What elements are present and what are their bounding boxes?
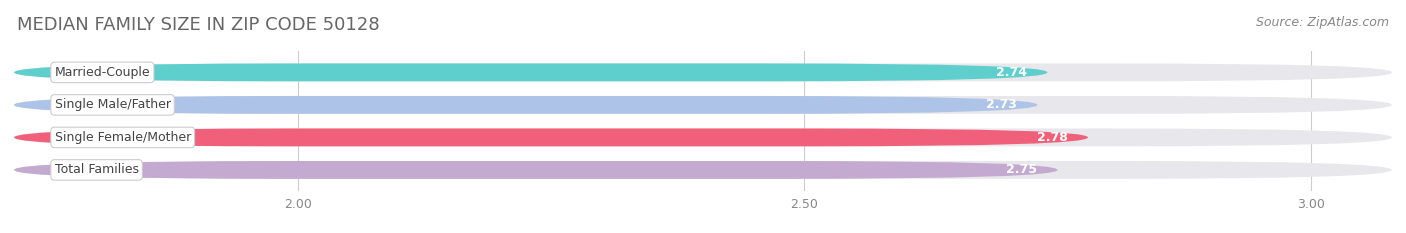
FancyBboxPatch shape — [14, 96, 1392, 114]
FancyBboxPatch shape — [14, 128, 1392, 146]
Text: MEDIAN FAMILY SIZE IN ZIP CODE 50128: MEDIAN FAMILY SIZE IN ZIP CODE 50128 — [17, 16, 380, 34]
Text: 2.74: 2.74 — [997, 66, 1028, 79]
Text: 2.75: 2.75 — [1007, 163, 1038, 176]
FancyBboxPatch shape — [14, 96, 1038, 114]
FancyBboxPatch shape — [14, 161, 1392, 179]
Text: 2.78: 2.78 — [1036, 131, 1067, 144]
FancyBboxPatch shape — [14, 161, 1057, 179]
Text: Total Families: Total Families — [55, 163, 139, 176]
Text: Source: ZipAtlas.com: Source: ZipAtlas.com — [1256, 16, 1389, 29]
FancyBboxPatch shape — [14, 63, 1392, 81]
Text: Married-Couple: Married-Couple — [55, 66, 150, 79]
FancyBboxPatch shape — [14, 128, 1088, 146]
Text: Single Female/Mother: Single Female/Mother — [55, 131, 191, 144]
FancyBboxPatch shape — [14, 63, 1047, 81]
Text: 2.73: 2.73 — [986, 98, 1017, 111]
Text: Single Male/Father: Single Male/Father — [55, 98, 170, 111]
